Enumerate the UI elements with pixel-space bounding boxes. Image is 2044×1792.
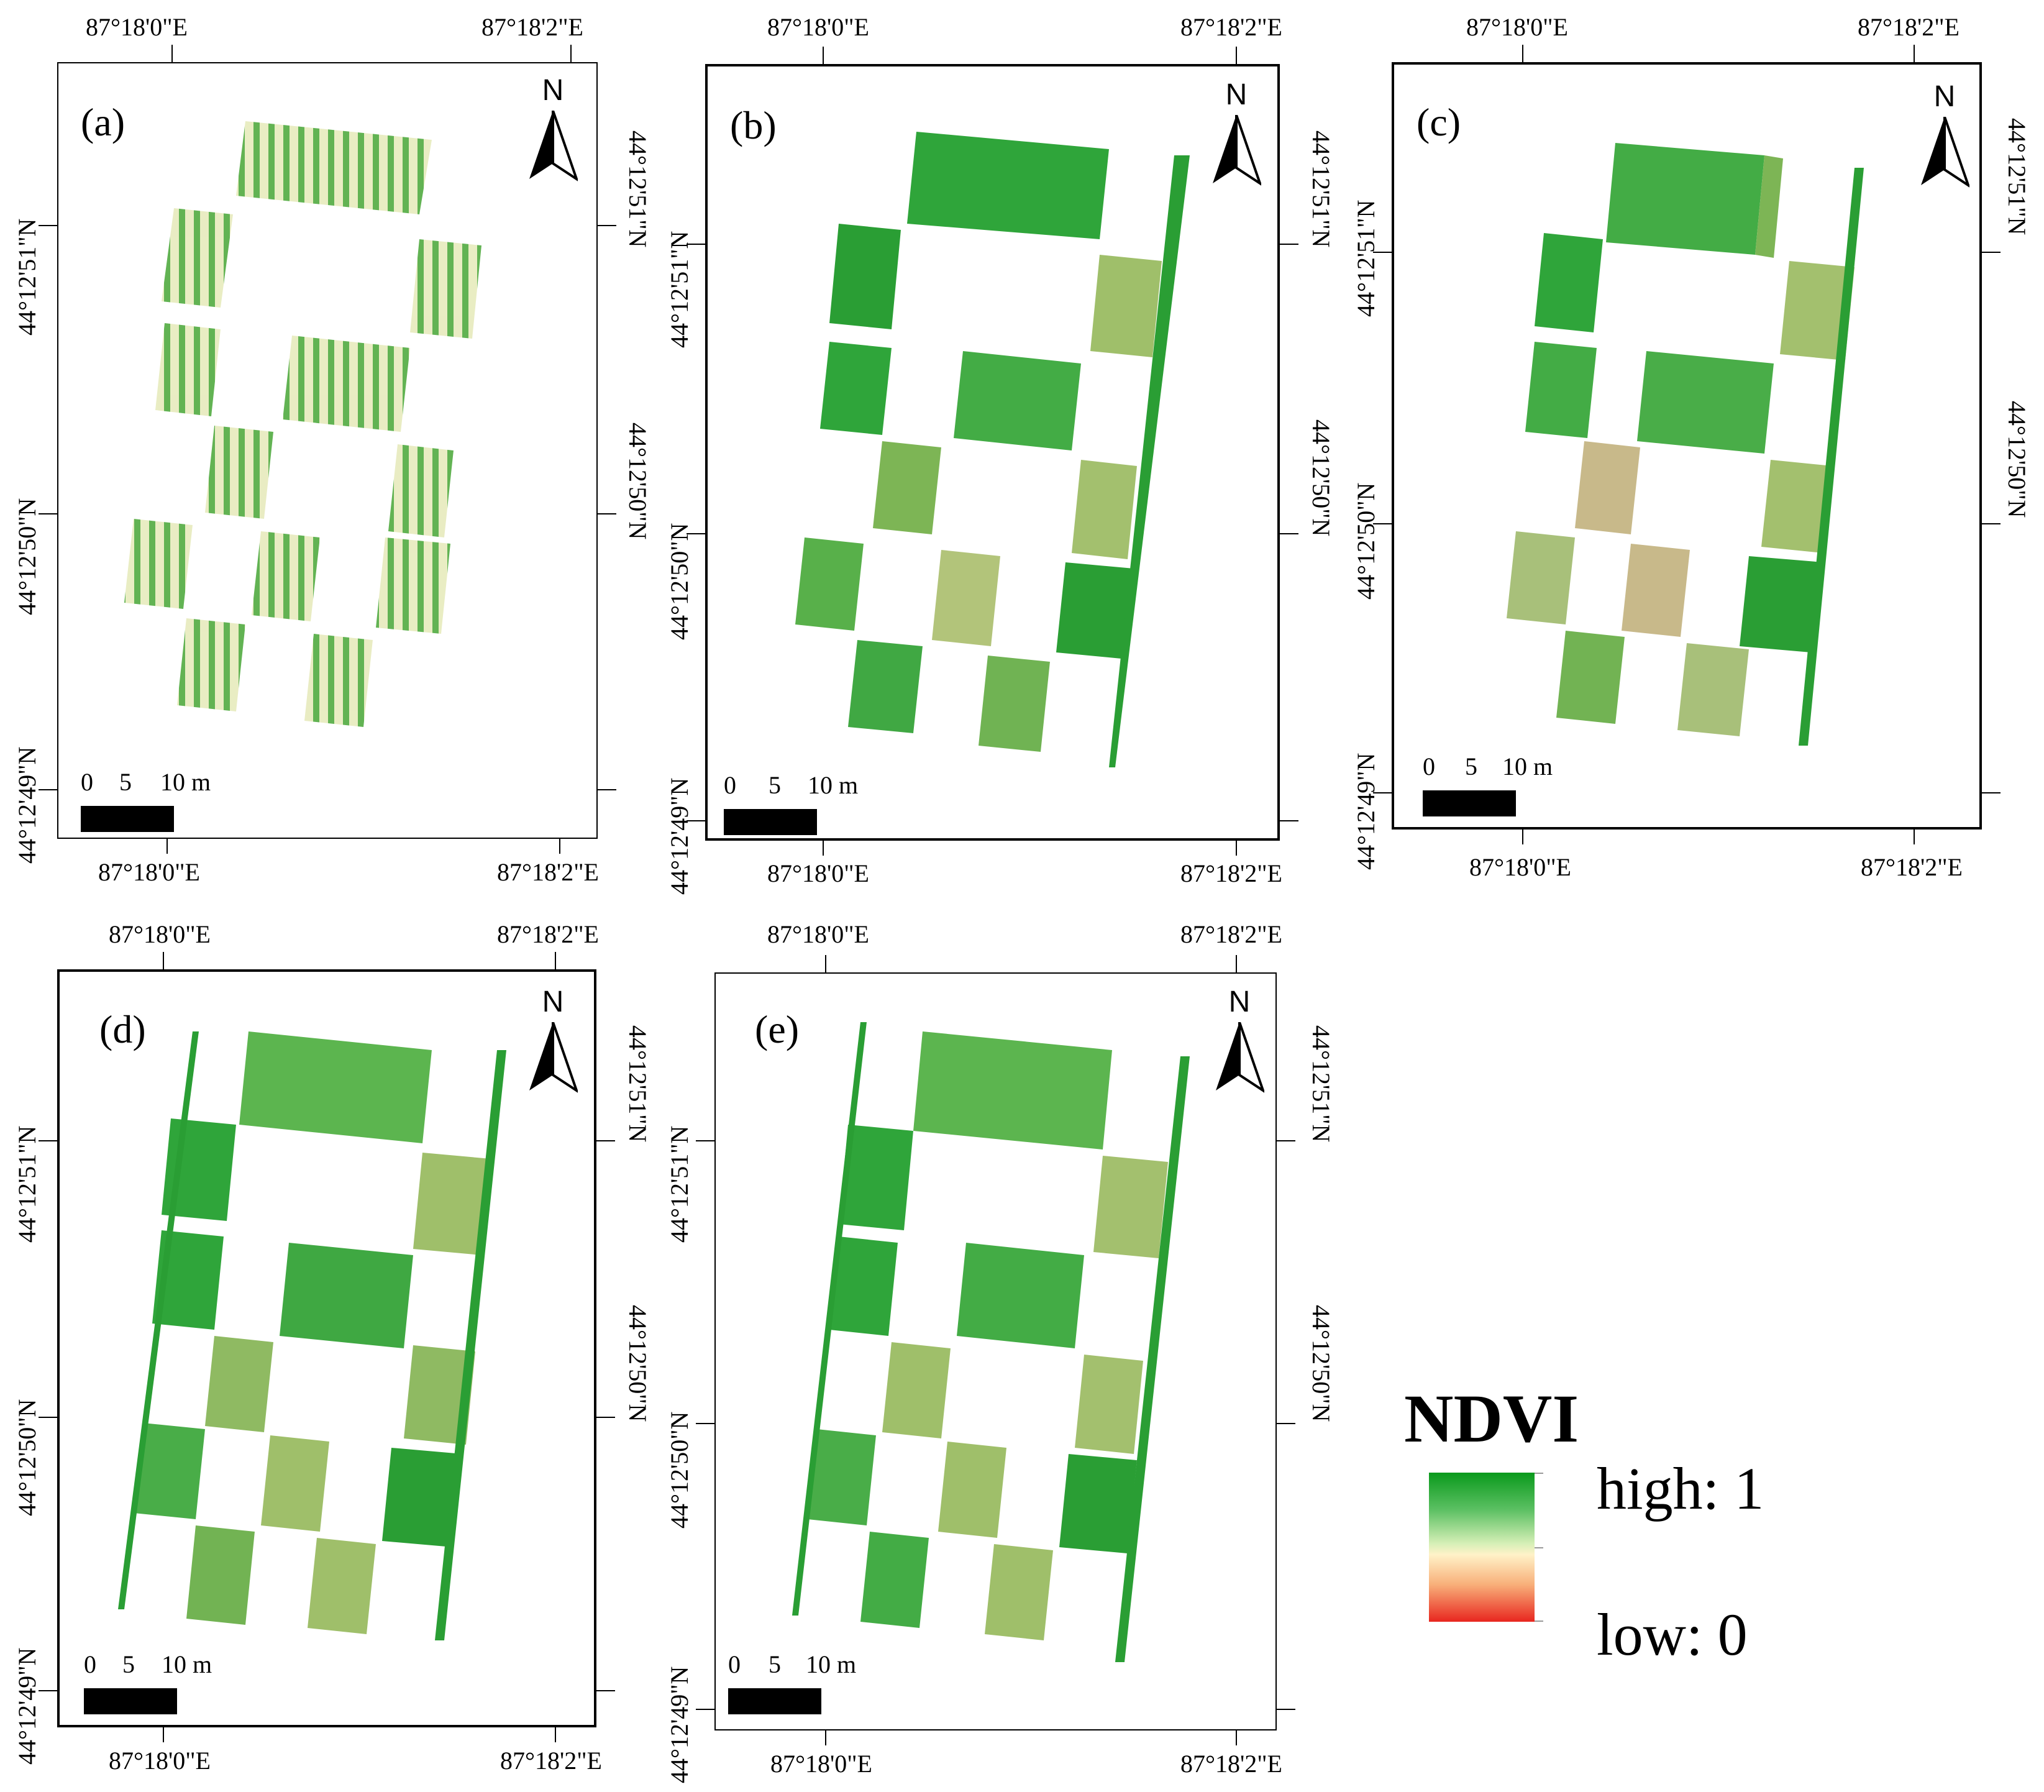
lon-top-left-a: 87°18'0"E	[86, 13, 188, 41]
lon-top-left-b: 87°18'0"E	[767, 13, 869, 41]
lon-bottom-right-b: 87°18'2"E	[1180, 859, 1282, 887]
panel-label-c: (c)	[1417, 100, 1461, 144]
scale-ten: 10 m	[1502, 752, 1553, 780]
north-arrow-icon	[529, 1022, 578, 1093]
legend-high-label: high: 1	[1597, 1455, 1764, 1522]
scale-five: 5	[119, 768, 132, 796]
north-arrow-a: N	[528, 73, 578, 191]
north-arrow-icon	[529, 111, 578, 181]
lon-bottom-right-e: 87°18'2"E	[1180, 1750, 1282, 1778]
scale-five: 5	[1465, 752, 1477, 780]
scale-zero: 0	[1423, 752, 1435, 780]
lon-top-right-d: 87°18'2"E	[497, 920, 599, 948]
lon-top-right-b: 87°18'2"E	[1180, 13, 1282, 41]
north-letter: N	[542, 985, 564, 1018]
lon-top-right-c: 87°18'2"E	[1858, 13, 1960, 41]
north-arrow-icon	[1213, 115, 1261, 186]
scale-bar-a: 0 5 10 m	[81, 767, 230, 842]
lon-bottom-right-d: 87°18'2"E	[500, 1747, 602, 1775]
scale-ten: 10 m	[806, 1650, 857, 1678]
panel-label-d: (d)	[99, 1007, 146, 1051]
scale-bar-fill	[724, 809, 817, 835]
scale-bar-c: 0 5 10 m	[1423, 752, 1572, 826]
north-arrow-e: N	[1215, 985, 1264, 1103]
lon-top-left-c: 87°18'0"E	[1466, 13, 1568, 41]
scale-bar-fill	[728, 1688, 821, 1714]
ndvi-legend: NDVI high: 1 low: 0	[1404, 1379, 1839, 1678]
lon-bottom-left-e: 87°18'0"E	[770, 1750, 872, 1778]
scale-five: 5	[769, 1650, 781, 1678]
north-arrow-b: N	[1211, 78, 1261, 196]
north-arrow-icon	[1216, 1022, 1264, 1093]
lon-top-right-e: 87°18'2"E	[1180, 920, 1282, 948]
scale-zero: 0	[81, 768, 93, 796]
north-arrow-c: N	[1920, 80, 1969, 198]
lon-top-left-d: 87°18'0"E	[109, 920, 211, 948]
scale-five: 5	[769, 771, 781, 799]
scale-zero: 0	[84, 1650, 96, 1678]
lon-bottom-right-c: 87°18'2"E	[1861, 853, 1963, 881]
scale-ten: 10 m	[160, 768, 211, 796]
scale-bar-d: 0 5 10 m	[84, 1650, 233, 1724]
north-letter: N	[1933, 80, 1956, 113]
panel-label-a: (a)	[81, 100, 125, 144]
north-letter: N	[542, 74, 564, 107]
scale-bar-fill	[84, 1688, 177, 1714]
scale-bar-b: 0 5 10 m	[724, 770, 873, 845]
legend-color-ramp	[1429, 1473, 1535, 1622]
north-arrow-icon	[1921, 117, 1969, 188]
north-letter: N	[1225, 78, 1248, 111]
lon-bottom-left-d: 87°18'0"E	[109, 1747, 211, 1775]
legend-low-label: low: 0	[1597, 1601, 1748, 1668]
scale-five: 5	[122, 1650, 135, 1678]
panel-label-b: (b)	[730, 103, 777, 147]
lon-bottom-left-c: 87°18'0"E	[1469, 853, 1571, 881]
lon-bottom-left-b: 87°18'0"E	[767, 859, 869, 887]
lon-bottom-right-a: 87°18'2"E	[497, 858, 599, 886]
scale-zero: 0	[724, 771, 736, 799]
panel-label-e: (e)	[755, 1007, 800, 1051]
lon-top-left-e: 87°18'0"E	[767, 920, 869, 948]
lon-bottom-left-a: 87°18'0"E	[98, 858, 200, 886]
legend-title: NDVI	[1404, 1381, 1579, 1456]
lon-top-right-a: 87°18'2"E	[481, 13, 583, 41]
scale-ten: 10 m	[808, 771, 859, 799]
scale-ten: 10 m	[162, 1650, 212, 1678]
scale-bar-fill	[1423, 790, 1516, 816]
north-letter: N	[1228, 985, 1251, 1018]
scale-bar-fill	[81, 806, 174, 832]
scale-zero: 0	[728, 1650, 741, 1678]
north-arrow-d: N	[528, 985, 578, 1103]
scale-bar-e: 0 5 10 m	[728, 1650, 877, 1724]
